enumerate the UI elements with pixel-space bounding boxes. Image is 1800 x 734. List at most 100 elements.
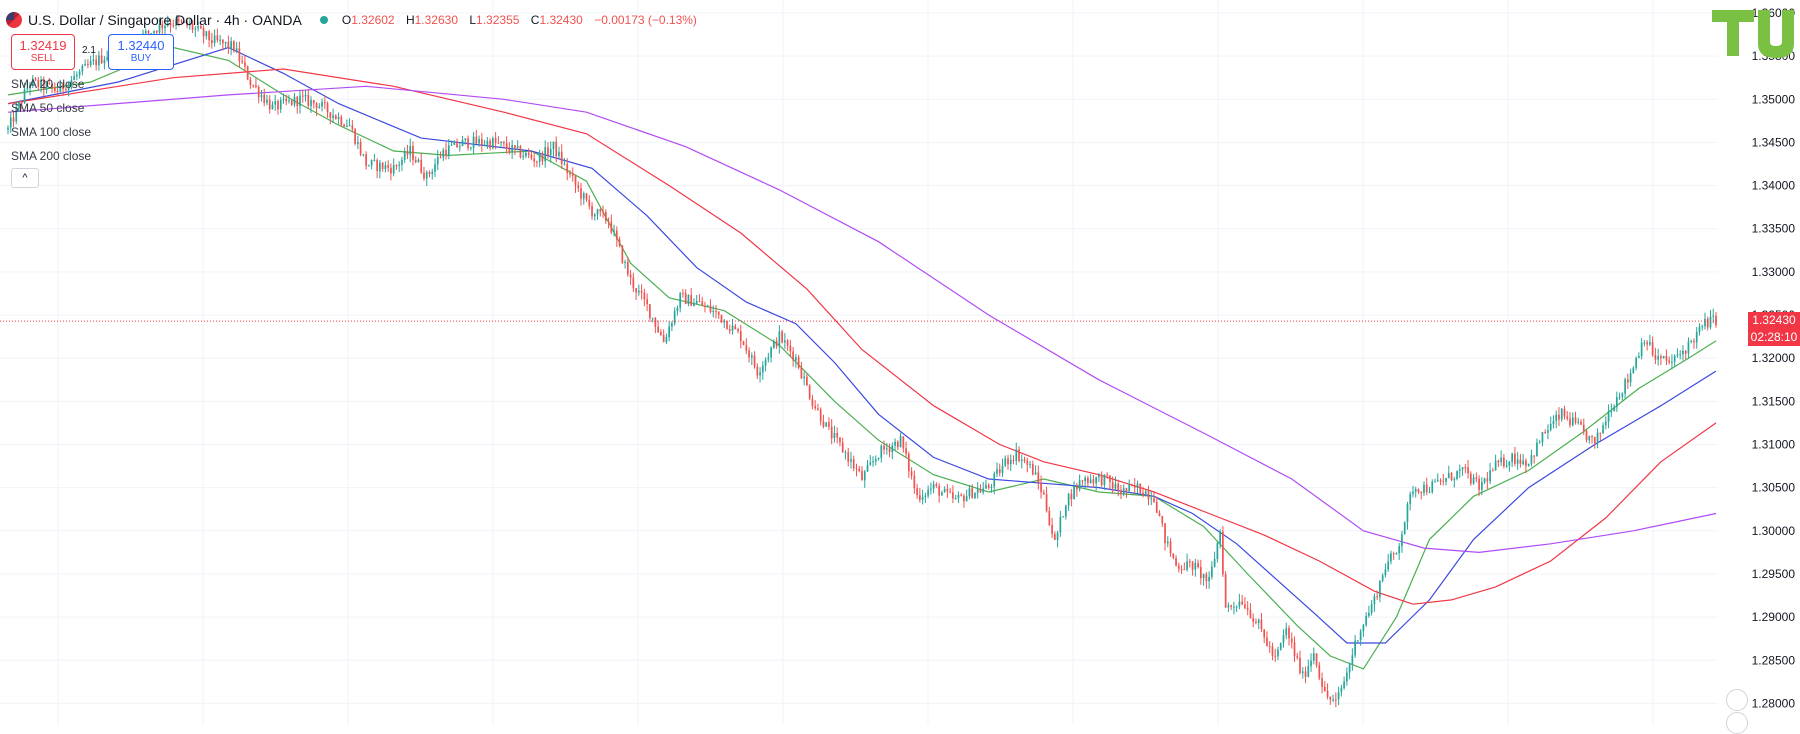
alert-icon[interactable] (1726, 712, 1748, 734)
us-flag-icon (6, 12, 22, 28)
candle-body (1638, 356, 1640, 359)
candle-body (1442, 480, 1445, 482)
candle-body (1150, 498, 1153, 500)
candle-body (18, 102, 20, 108)
sma-line-20 (7, 46, 1717, 670)
candle-body (1392, 553, 1395, 555)
candle-body (1304, 671, 1307, 677)
legend-sma-100[interactable]: SMA 100 close (11, 125, 92, 139)
candle-body (1290, 638, 1293, 643)
candle-body (907, 453, 910, 472)
candle-body (1687, 341, 1690, 354)
candle-body (1323, 686, 1326, 692)
candle-body (1593, 436, 1596, 444)
candle-body (1249, 609, 1252, 619)
candle-body (1401, 534, 1403, 547)
candle-body (1464, 467, 1467, 469)
candle-body (211, 40, 213, 44)
candle-body (1511, 453, 1513, 463)
candle-body (359, 142, 362, 155)
candle-body (1398, 546, 1401, 554)
last-price-label: 1.32430 (1748, 312, 1800, 330)
candle-body (684, 293, 687, 305)
candle-body (1585, 430, 1588, 441)
candle-body (1329, 696, 1332, 700)
candle-body (1106, 474, 1109, 476)
price-axis[interactable]: 1.360001.355001.350001.345001.340001.335… (1752, 6, 1796, 710)
buy-button[interactable]: 1.32440 BUY (108, 34, 174, 70)
candle-body (585, 193, 588, 200)
candle-body (279, 100, 282, 110)
candle-body (376, 160, 379, 171)
candle-body (1321, 678, 1323, 687)
candle-body (1552, 420, 1555, 425)
candle-body (282, 98, 285, 101)
candle-body (186, 21, 188, 26)
candle-body (784, 340, 786, 343)
candle-body (398, 164, 401, 166)
collapse-legend-button[interactable]: ^ (11, 168, 39, 188)
spread-value: 2.1 (82, 45, 96, 56)
symbol-header[interactable]: U.S. Dollar / Singapore Dollar · 4h · OA… (6, 9, 705, 31)
candle-body (1525, 460, 1527, 466)
sell-button[interactable]: 1.32419 SELL (11, 34, 75, 70)
lightning-icon[interactable] (1726, 689, 1748, 711)
candle-body (698, 301, 701, 303)
candle-body (257, 86, 260, 98)
candle-body (406, 151, 409, 155)
candle-body (558, 151, 560, 157)
candle-body (814, 405, 817, 409)
candle-body (1538, 442, 1541, 444)
candle-body (1180, 568, 1183, 570)
candle-body (687, 294, 690, 305)
candle-body (1326, 691, 1329, 697)
price-axis-tick-label: 1.31500 (1752, 394, 1796, 408)
legend-sma-20[interactable]: SMA 20 close (11, 77, 85, 91)
candle-body (1693, 340, 1695, 343)
legend-sma-200[interactable]: SMA 200 close (11, 149, 92, 163)
symbol-title[interactable]: U.S. Dollar / Singapore Dollar · 4h · OA… (28, 12, 302, 28)
candle-body (618, 239, 621, 246)
candle-body (1632, 367, 1635, 374)
candle-body (1651, 342, 1654, 356)
candle-body (64, 89, 67, 91)
candle-body (1359, 631, 1362, 641)
candle-body (150, 33, 153, 35)
candle-body (1257, 619, 1260, 623)
candle-body (230, 41, 232, 49)
candle-body (930, 488, 932, 490)
candle-body (1244, 604, 1246, 608)
candle-body (1166, 541, 1169, 544)
candle-body (720, 314, 723, 323)
legend-sma-50[interactable]: SMA 50 close (11, 101, 85, 115)
candle-body (982, 488, 985, 493)
candle-body (144, 30, 147, 34)
candle-body (1109, 475, 1111, 483)
candle-body (1037, 472, 1040, 483)
candle-body (1381, 575, 1384, 581)
candle-body (423, 172, 425, 179)
candle-body (1340, 687, 1343, 693)
candle-body (45, 83, 48, 90)
sma-line-50 (7, 46, 1717, 644)
candle-body (1574, 417, 1577, 423)
candle-body (1279, 642, 1282, 650)
candle-body (726, 320, 728, 330)
candle-body (1618, 396, 1621, 398)
candle-body (1089, 479, 1092, 483)
candle-body (1208, 576, 1210, 582)
candle-body (772, 340, 775, 348)
candle-body (538, 153, 541, 162)
candle-body (916, 488, 918, 496)
candle-body (549, 149, 552, 155)
candle-body (830, 426, 833, 439)
candle-body (475, 136, 478, 144)
candle-body (1233, 606, 1235, 608)
candle-body (1662, 355, 1665, 359)
candle-body (288, 100, 290, 102)
candle-body (500, 141, 502, 143)
candle-body (932, 484, 935, 489)
candle-body (1582, 424, 1585, 431)
candle-body (9, 117, 12, 128)
